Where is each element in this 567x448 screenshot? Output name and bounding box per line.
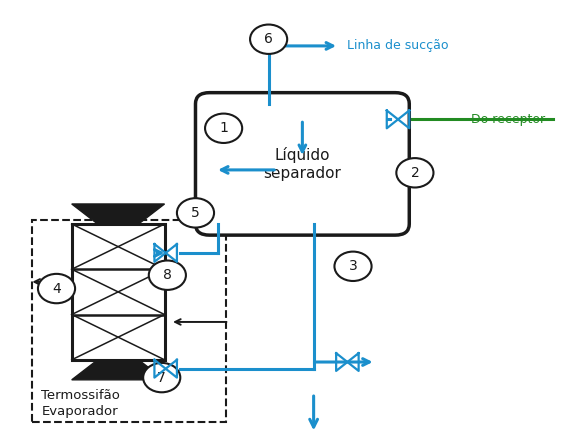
Text: 7: 7 — [158, 370, 166, 384]
Text: Do receptor: Do receptor — [471, 113, 545, 126]
Polygon shape — [71, 360, 164, 380]
Text: 3: 3 — [349, 259, 357, 273]
Text: Linha de sucção: Linha de sucção — [348, 39, 449, 52]
Text: 4: 4 — [52, 281, 61, 296]
Text: 1: 1 — [219, 121, 228, 135]
Text: 2: 2 — [411, 166, 419, 180]
FancyBboxPatch shape — [196, 93, 409, 235]
Bar — [71, 224, 164, 360]
Text: Evaporador: Evaporador — [42, 405, 119, 418]
Circle shape — [205, 114, 242, 143]
Circle shape — [149, 260, 186, 290]
Polygon shape — [71, 204, 164, 224]
Text: Termossifão: Termossifão — [41, 389, 120, 402]
Text: Líquido
separador: Líquido separador — [264, 147, 341, 181]
Circle shape — [143, 363, 180, 392]
Text: 5: 5 — [191, 206, 200, 220]
Circle shape — [396, 158, 433, 188]
Bar — [32, 220, 226, 422]
Circle shape — [250, 25, 287, 54]
Text: 8: 8 — [163, 268, 172, 282]
Circle shape — [335, 252, 371, 281]
Circle shape — [38, 274, 75, 303]
Circle shape — [177, 198, 214, 228]
Text: 6: 6 — [264, 32, 273, 46]
